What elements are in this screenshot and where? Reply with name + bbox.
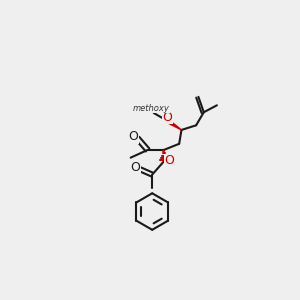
Text: O: O (165, 154, 175, 167)
Text: O: O (130, 161, 140, 174)
Text: O: O (163, 111, 172, 124)
Text: methoxy: methoxy (133, 104, 170, 113)
Polygon shape (167, 120, 182, 130)
Text: O: O (128, 130, 138, 143)
